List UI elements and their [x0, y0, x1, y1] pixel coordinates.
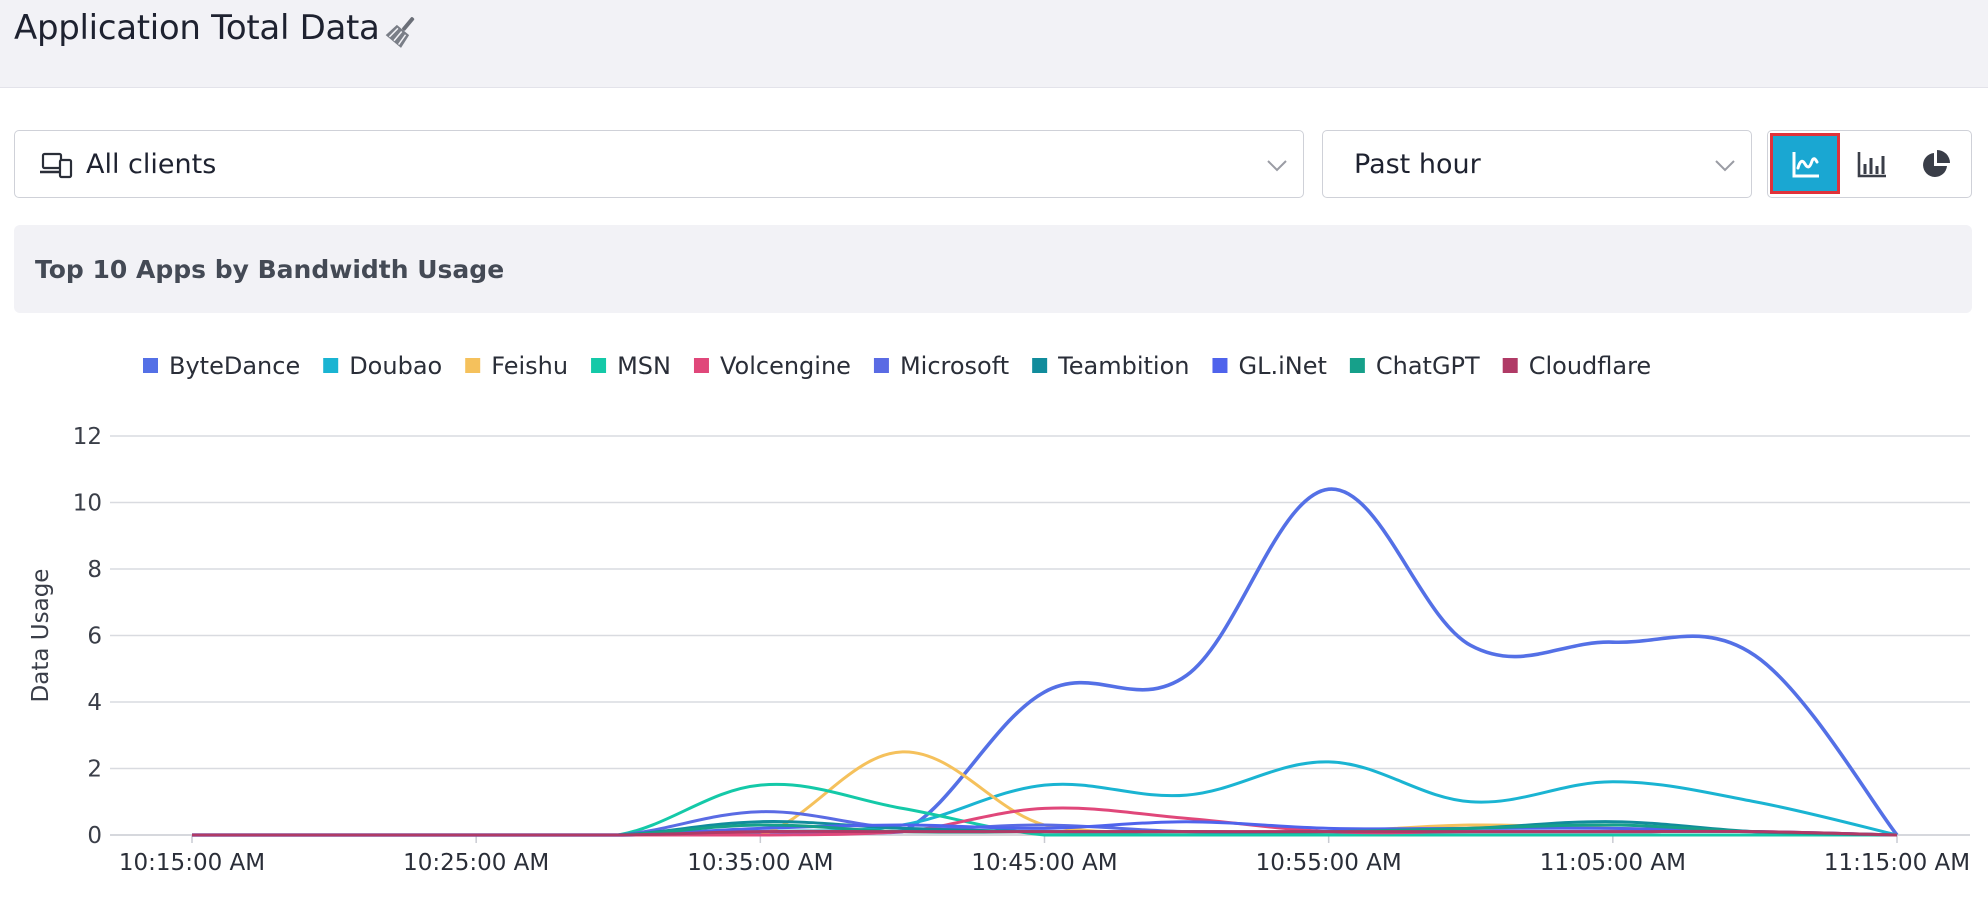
- y-tick-label: 12: [73, 424, 102, 450]
- legend-label: Volcengine: [720, 352, 851, 380]
- pie-chart-view-button[interactable]: [1902, 131, 1968, 196]
- x-tick-label: 10:55:00 AM: [1256, 850, 1402, 876]
- legend-item: Doubao: [323, 352, 442, 380]
- legend-swatch: [1212, 358, 1228, 373]
- y-tick-label: 8: [87, 557, 102, 583]
- clients-select[interactable]: All clients: [14, 130, 1304, 198]
- x-tick-label: 10:15:00 AM: [119, 850, 265, 876]
- devices-icon: [40, 152, 73, 179]
- series-line-cloudflare: [192, 829, 1898, 837]
- legend-label: Doubao: [349, 352, 442, 380]
- y-tick-label: 2: [87, 757, 102, 783]
- legend-label: Cloudflare: [1529, 352, 1651, 380]
- legend-label: Microsoft: [900, 352, 1009, 380]
- line-chart-icon: [1792, 152, 1819, 178]
- line-chart-view-button[interactable]: [1770, 133, 1840, 194]
- x-tick-label: 11:05:00 AM: [1540, 850, 1686, 876]
- legend-label: Feishu: [491, 352, 568, 380]
- x-tick-label: 10:35:00 AM: [687, 850, 833, 876]
- legend-swatch: [693, 358, 709, 373]
- y-axis-label: Data Usage: [28, 569, 54, 703]
- y-tick-label: 0: [87, 823, 102, 849]
- chart-card-title: Top 10 Apps by Bandwidth Usage: [35, 255, 505, 284]
- x-tick-label: 11:15:00 AM: [1824, 850, 1970, 876]
- clients-select-value: All clients: [86, 149, 217, 180]
- page-title: Application Total Data: [14, 8, 380, 48]
- legend-label: MSN: [617, 352, 671, 380]
- legend-label: GL.iNet: [1238, 352, 1326, 380]
- legend-swatch: [1502, 358, 1518, 373]
- x-tick-label: 10:45:00 AM: [971, 850, 1117, 876]
- legend-swatch: [1349, 358, 1365, 373]
- legend-swatch: [143, 358, 158, 373]
- time-range-select[interactable]: Past hour: [1322, 130, 1752, 198]
- legend-item: ChatGPT: [1349, 352, 1480, 380]
- y-tick-label: 10: [73, 491, 102, 517]
- legend-item: Feishu: [465, 352, 568, 380]
- legend-swatch: [591, 358, 607, 373]
- legend-item: ByteDance: [143, 352, 300, 380]
- y-tick-label: 6: [87, 624, 102, 650]
- legend-label: Teambition: [1057, 352, 1189, 380]
- legend-item: Microsoft: [873, 352, 1009, 380]
- broom-icon[interactable]: [385, 12, 421, 48]
- chevron-down-icon: [1267, 160, 1287, 172]
- chart-view-toggle: [1767, 130, 1972, 198]
- legend-item: Teambition: [1032, 352, 1189, 380]
- legend-label: ChatGPT: [1376, 352, 1480, 380]
- line-chart: 0 2 4 6 8 10 12 10:15:00 AM 10:25:00 AM 10:35:00 …: [28, 352, 1970, 876]
- legend-label: ByteDance: [169, 352, 300, 380]
- legend-item: Volcengine: [693, 352, 851, 380]
- legend-item: Cloudflare: [1502, 352, 1651, 380]
- bar-chart-view-button[interactable]: [1838, 131, 1904, 196]
- x-tick-label: 10:25:00 AM: [403, 850, 549, 876]
- legend-swatch: [1032, 358, 1048, 373]
- legend-item: GL.iNet: [1212, 352, 1327, 380]
- y-tick-label: 4: [87, 690, 102, 716]
- legend-swatch: [323, 358, 339, 373]
- time-range-select-value: Past hour: [1354, 149, 1481, 180]
- chart-card-header: Top 10 Apps by Bandwidth Usage: [14, 225, 1972, 313]
- header-bar: Application Total Data: [0, 0, 1988, 88]
- bar-chart-icon: [1857, 152, 1886, 178]
- legend-swatch: [465, 358, 481, 373]
- legend-item: MSN: [591, 352, 671, 380]
- pie-chart-icon: [1923, 150, 1950, 177]
- legend-swatch: [873, 358, 889, 373]
- chevron-down-icon: [1715, 160, 1735, 172]
